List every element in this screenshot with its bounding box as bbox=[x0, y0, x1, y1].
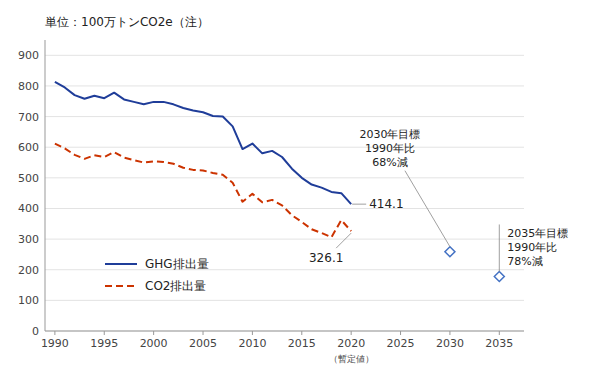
y-tick-label: 200 bbox=[18, 264, 39, 277]
value-label: 414.1 bbox=[369, 197, 403, 211]
x-tick bbox=[153, 331, 154, 335]
y-tick-label: 400 bbox=[18, 202, 39, 215]
x-tick-label: 2035 bbox=[485, 337, 513, 350]
y-tick-label: 600 bbox=[18, 141, 39, 154]
chart: 単位：100万トンCO2e（注） 0 100 200 300 400 500 600 700 80… bbox=[0, 0, 604, 376]
x-tick-label: 2030 bbox=[436, 337, 464, 350]
y-tick-label: 0 bbox=[32, 325, 39, 338]
x-tick bbox=[252, 331, 253, 335]
x-tick-label: 2005 bbox=[189, 337, 217, 350]
annotation-text: 78%減 bbox=[507, 255, 542, 268]
legend: GHG排出量 CO2排出量 bbox=[105, 257, 209, 293]
grid-line bbox=[45, 208, 524, 209]
y-tick-label: 900 bbox=[18, 49, 39, 62]
target-marker bbox=[494, 271, 504, 281]
grid-line bbox=[45, 300, 524, 301]
y-tick-label: 800 bbox=[18, 80, 39, 93]
x-tick bbox=[499, 331, 500, 335]
x-tick bbox=[54, 331, 55, 335]
x-tick bbox=[400, 331, 401, 335]
grid-line bbox=[45, 177, 524, 178]
grid-line bbox=[45, 147, 524, 148]
x-tick-label: 1995 bbox=[90, 337, 118, 350]
annotation-text: 68%減 bbox=[372, 156, 407, 169]
x-tick-label: 2020 bbox=[337, 337, 365, 350]
x-tick bbox=[301, 331, 302, 335]
x-axis-line bbox=[45, 331, 524, 332]
plot-area bbox=[55, 82, 351, 237]
annotation-text: 2030年目標 bbox=[359, 128, 420, 141]
legend-label: CO2排出量 bbox=[145, 279, 206, 293]
y-tick-label: 100 bbox=[18, 294, 39, 307]
annotation-text: 2035年目標 bbox=[507, 227, 568, 240]
y-tick-label: 700 bbox=[18, 111, 39, 124]
x-tick bbox=[203, 331, 204, 335]
legend-swatch bbox=[105, 263, 137, 265]
leader-line bbox=[405, 171, 450, 247]
series-line bbox=[55, 144, 351, 238]
x-tick-label: 2025 bbox=[387, 337, 415, 350]
x-tick-label: 2000 bbox=[140, 337, 168, 350]
grid-line bbox=[45, 269, 524, 270]
y-axis-line bbox=[45, 40, 46, 331]
x-tick-label: 1990 bbox=[41, 337, 69, 350]
legend-label: GHG排出量 bbox=[145, 257, 209, 271]
x-tick bbox=[351, 331, 352, 335]
grid-line bbox=[45, 85, 524, 86]
grid-line bbox=[45, 239, 524, 240]
leader-line bbox=[499, 224, 500, 271]
x-tick bbox=[449, 331, 450, 335]
y-tick-label: 500 bbox=[18, 172, 39, 185]
x-tick bbox=[104, 331, 105, 335]
y-tick-label: 300 bbox=[18, 233, 39, 246]
grid-line bbox=[45, 116, 524, 117]
grid-line bbox=[45, 55, 524, 56]
series-line bbox=[55, 82, 351, 204]
value-label: 326.1 bbox=[309, 251, 343, 265]
grid-line bbox=[45, 331, 524, 332]
x-note: （暫定値） bbox=[329, 354, 374, 364]
leader-line bbox=[352, 204, 366, 205]
title: 単位：100万トンCO2e（注） bbox=[45, 15, 209, 29]
target-marker bbox=[445, 247, 455, 257]
x-tick-label: 2010 bbox=[238, 337, 266, 350]
annotation-text: 1990年比 bbox=[365, 142, 415, 155]
leader-line bbox=[336, 233, 351, 248]
annotation-text: 1990年比 bbox=[507, 241, 557, 254]
legend-swatch bbox=[105, 285, 137, 287]
x-tick-label: 2015 bbox=[288, 337, 316, 350]
